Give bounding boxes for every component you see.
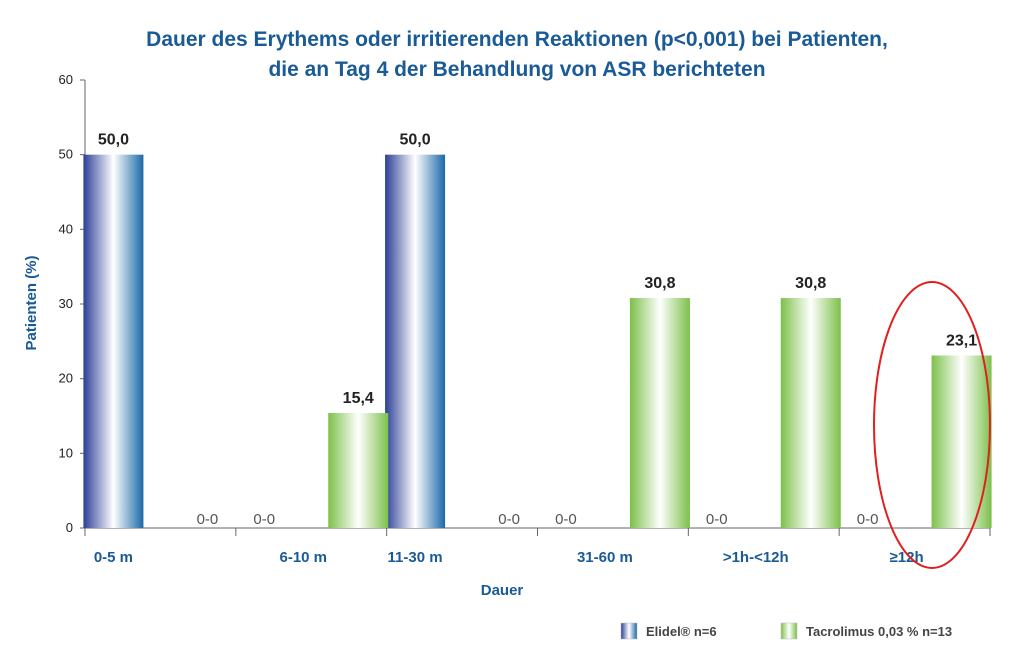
x-tick-label: 6-10 m <box>279 549 327 566</box>
data-label: 0-0 <box>555 511 577 528</box>
bar <box>780 298 841 528</box>
x-tick-label: >1h-<12h <box>723 549 789 566</box>
bar <box>629 298 690 528</box>
data-label: 0-0 <box>498 511 520 528</box>
bar <box>931 355 992 528</box>
y-tick-label: 20 <box>59 371 73 386</box>
data-label: 50,0 <box>400 132 431 149</box>
data-label: 0-0 <box>857 511 879 528</box>
data-label: 50,0 <box>98 132 129 149</box>
y-axis-label: Patienten (%) <box>23 255 40 350</box>
data-label: 15,4 <box>343 390 374 407</box>
y-tick-label: 10 <box>59 445 73 460</box>
legend: Elidel® n=6 Tacrolimus 0,03 % n=13 <box>620 622 952 640</box>
y-tick-label: 0 <box>66 520 73 535</box>
y-tick-label: 30 <box>59 296 73 311</box>
bar <box>328 413 389 528</box>
x-axis: 0-5 m 6-10 m 11-30 m 31-60 m >1h-<12h ≥12h <box>84 527 991 566</box>
y-tick-label: 40 <box>59 221 73 236</box>
legend-label-elidel: Elidel® n=6 <box>646 624 717 639</box>
data-label: 0-0 <box>197 511 219 528</box>
legend-label-tacrolimus: Tacrolimus 0,03 % n=13 <box>806 624 952 639</box>
bars <box>83 154 992 528</box>
data-label: 0-0 <box>253 511 275 528</box>
highlight-ellipse <box>873 281 991 569</box>
legend-swatch-tacrolimus <box>780 622 798 640</box>
x-tick-label: 0-5 m <box>94 549 133 566</box>
x-tick-label: 31-60 m <box>577 549 633 566</box>
y-tick-label: 50 <box>59 147 73 162</box>
legend-swatch-elidel <box>620 622 638 640</box>
y-tick-label: 60 <box>59 72 73 87</box>
bar <box>83 154 144 528</box>
data-label: 30,8 <box>644 275 675 292</box>
chart-title-line-1: Dauer des Erythems oder irritierenden Re… <box>146 28 888 51</box>
bar <box>385 154 446 528</box>
y-axis: 0 10 20 30 40 50 60 <box>59 72 86 535</box>
x-axis-label: Dauer <box>481 582 524 599</box>
x-tick-label: 11-30 m <box>388 549 443 566</box>
chart-title-line-2: die an Tag 4 der Behandlung von ASR beri… <box>268 58 765 81</box>
data-label: 23,1 <box>946 333 977 350</box>
value-labels: 50,0 0-0 50,0 0-0 0-0 0-0 0-0 15,4 0-0 30,8 30,8 23… <box>98 132 977 528</box>
data-label: 0-0 <box>706 511 728 528</box>
data-label: 30,8 <box>795 275 826 292</box>
